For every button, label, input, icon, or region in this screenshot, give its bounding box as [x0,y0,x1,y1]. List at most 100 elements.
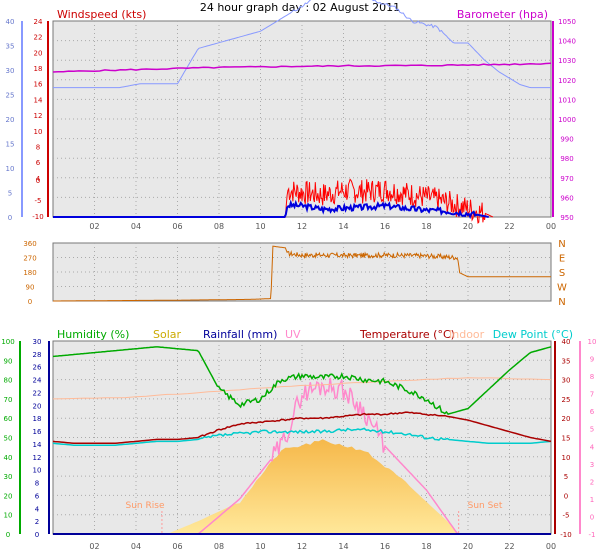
rain-tick: 18 [33,415,42,423]
wind-inner-tick: 10 [34,128,43,136]
x-tick-label: 20 [463,542,473,551]
x-tick-label: 04 [131,542,141,551]
barometer-tick: 1010 [558,96,576,104]
temperature-tick: -10 [560,531,571,539]
x-tick-label: 16 [380,222,390,231]
wind-inner-tick: 22 [34,34,43,42]
solar-area [53,439,551,534]
barometer-tick: 1030 [558,57,576,65]
sun-set-label: Sun Set [468,501,503,511]
x-tick-label: 18 [421,222,431,231]
rain-tick: 2 [35,518,39,526]
legend-dewpoint: Dew Point (°C) [493,328,573,341]
wind-inner-tick: 20 [34,49,43,57]
wind-outer-tick: 30 [6,67,15,75]
rain-tick: 4 [35,505,40,513]
x-tick-label: 10 [255,222,265,231]
direction-tick: 0 [28,298,32,306]
humidity-tick: 100 [1,338,14,346]
wind-lower-tick: -10 [32,213,43,221]
x-tick-label: 02 [89,542,99,551]
wind-barometer-panel: Windspeed (kts) Barometer (hpa) 0 5 10 15 20… [6,0,576,231]
wind-inner-tick: 6 [36,159,41,167]
sun-rise-label: Sun Rise [126,501,165,511]
direction-tick: 90 [26,284,35,292]
legend-uv: UV [285,328,301,341]
humidity-tick: 20 [4,492,13,500]
dewpoint-line [52,427,552,446]
rain-tick: 10 [33,467,42,475]
humidity-tick: 70 [4,396,13,404]
temperature-tick: 25 [562,396,571,404]
wind-outer-tick: 35 [6,43,15,51]
compass-label: W [557,283,567,294]
barometer-tick: 1040 [558,38,576,46]
uv-tick: 10 [588,338,597,346]
temperature-tick: 5 [564,473,568,481]
uv-tick: -1 [589,531,596,539]
humidity-tick: 0 [6,531,10,539]
temperature-tick: 20 [562,415,571,423]
humidity-tick: 90 [4,357,13,365]
humidity-tick: 60 [4,415,13,423]
x-tick-label: 02 [89,222,99,231]
wind-inner-tick: 12 [34,112,43,120]
compass-label: E [559,254,565,265]
x-tick-label: 12 [297,222,307,231]
barometer-tick: 950 [560,214,573,222]
wind-lower-tick: 0 [36,177,40,185]
direction-tick: 180 [23,269,36,277]
temperature-tick: 40 [562,338,571,346]
wind-outer-tick: 10 [6,165,15,173]
direction-tick: 360 [23,240,36,248]
humidity-tick: 40 [4,454,13,462]
temperature-tick: -5 [563,512,570,520]
x-tick-label: 18 [421,542,431,551]
rain-tick: 6 [35,492,40,500]
humidity-temperature-panel: Humidity (%) Solar Rainfall (mm) UV Temp… [1,328,596,551]
x-tick-label: 22 [504,542,514,551]
wind-outer-tick: 0 [8,214,12,222]
barometer-tick: 990 [560,136,573,144]
humidity-line [52,346,552,415]
compass-label: N [558,239,565,250]
temperature-tick: 0 [564,492,568,500]
x-tick-label: 12 [297,542,307,551]
x-tick-label: 20 [463,222,473,231]
x-tick-label: 08 [214,222,224,231]
uv-tick: 9 [590,356,594,364]
legend-temperature: Temperature (°C) [359,328,455,341]
legend-humidity: Humidity (%) [57,328,129,341]
barometer-tick: 1020 [558,77,576,85]
direction-tick: 270 [23,255,36,263]
legend-barometer: Barometer (hpa) [457,8,548,21]
x-tick-label: 14 [338,222,348,231]
temperature-tick: 30 [562,377,571,385]
barometer-tick: 970 [560,175,573,183]
compass-label: S [559,268,565,279]
humidity-tick: 80 [4,377,13,385]
rain-tick: 22 [33,389,42,397]
x-tick-label: 08 [214,542,224,551]
temperature-tick: 15 [562,435,571,443]
x-tick-label: 10 [255,542,265,551]
x-tick-label: 14 [338,542,348,551]
uv-tick: 1 [590,496,594,504]
x-tick-label: 04 [131,222,141,231]
barometer-tick: 1000 [558,116,576,124]
barometer-line [52,62,552,73]
wind-inner-tick: 16 [34,81,43,89]
rain-tick: 28 [33,351,42,359]
uv-tick: 7 [590,391,594,399]
rain-tick: 12 [33,454,42,462]
rain-tick: 24 [33,377,42,385]
uv-tick: 8 [590,373,594,381]
uv-tick: 4 [590,443,595,451]
wind-reference-line [53,0,551,89]
uv-tick: 6 [590,408,595,416]
legend-rainfall: Rainfall (mm) [203,328,277,341]
rain-tick: 20 [33,402,42,410]
legend-windspeed: Windspeed (kts) [57,8,146,21]
humidity-tick: 10 [4,512,13,520]
